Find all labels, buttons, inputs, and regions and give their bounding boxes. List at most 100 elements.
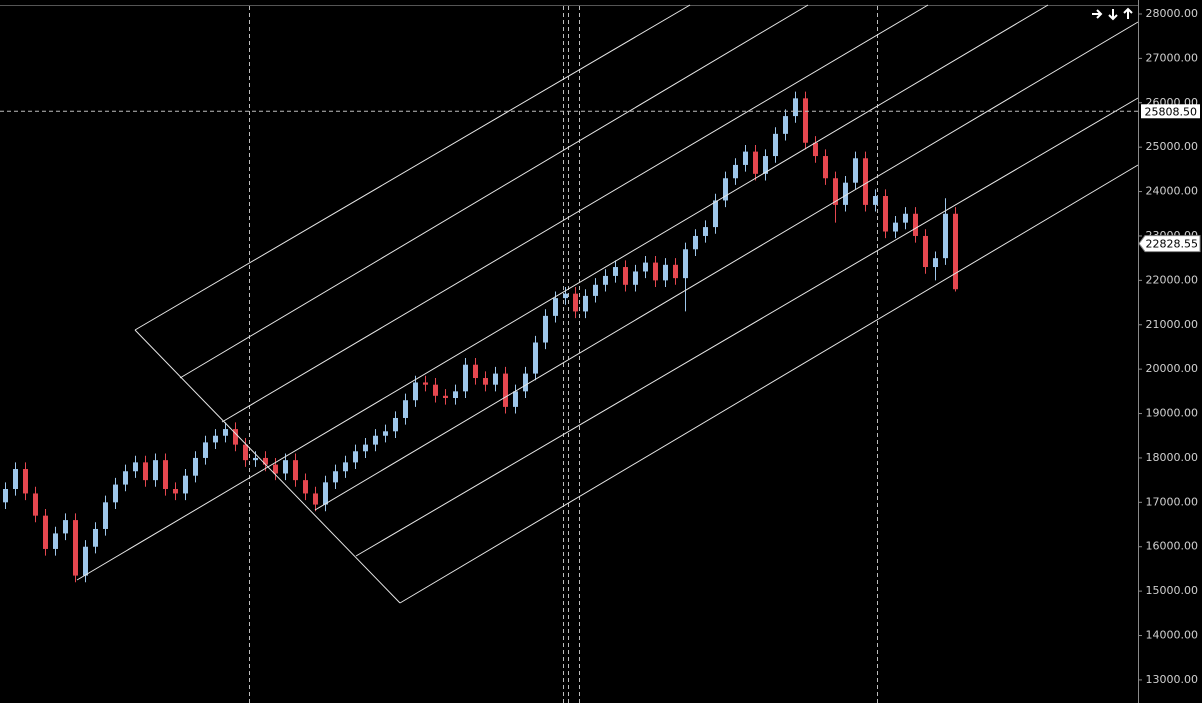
candle-body — [443, 395, 448, 399]
y-tick-label: 25000.00 — [1146, 140, 1199, 153]
pitchfork-line — [314, 21, 1139, 511]
candle-body — [603, 275, 608, 285]
scroll-down-button[interactable] — [1108, 9, 1118, 21]
candle-body — [833, 178, 838, 205]
candle-body — [13, 469, 18, 490]
candle-body — [543, 315, 548, 343]
y-tick-label: 16000.00 — [1146, 540, 1199, 553]
last-price-box — [1138, 235, 1201, 253]
candle-body — [933, 258, 938, 268]
candle-body — [513, 391, 518, 407]
candle-body — [713, 200, 718, 228]
candle-body — [353, 451, 358, 463]
y-tick-label: 28000.00 — [1146, 7, 1199, 20]
candle-body — [823, 156, 828, 179]
candle-body — [283, 460, 288, 474]
candle-body — [433, 384, 438, 396]
candle-body — [493, 373, 498, 385]
crosshair-label: 25808.50 — [1145, 105, 1198, 118]
y-tick-label: 27000.00 — [1146, 51, 1199, 64]
candle-body — [863, 158, 868, 205]
candle-body — [813, 142, 818, 157]
candle-body — [843, 182, 848, 205]
scroll-buttons[interactable] — [1092, 7, 1133, 21]
candle-body — [123, 471, 128, 485]
candle-body — [83, 546, 88, 576]
candle-body — [683, 249, 688, 279]
candle-body — [223, 429, 228, 436]
candle-body — [663, 264, 668, 281]
y-tick-label: 18000.00 — [1146, 451, 1199, 464]
candle-body — [343, 462, 348, 472]
y-tick-label: 13000.00 — [1146, 673, 1199, 686]
candle-body — [583, 295, 588, 312]
candle-body — [883, 196, 888, 232]
candle-body — [153, 460, 158, 481]
candle-body — [463, 364, 468, 392]
pitchfork-line — [221, 4, 929, 423]
y-tick-label: 15000.00 — [1146, 584, 1199, 597]
candle-body — [613, 267, 618, 276]
candle-body — [593, 284, 598, 296]
candle-body — [313, 493, 318, 505]
candle-body — [723, 178, 728, 201]
candle-body — [673, 264, 678, 279]
pitchfork-line — [399, 164, 1139, 604]
pitchfork-line — [76, 4, 1049, 581]
candle-body — [753, 151, 758, 174]
candle-body — [563, 293, 568, 299]
candle-body — [573, 293, 578, 312]
candle-body — [903, 213, 908, 223]
candle-body — [703, 227, 708, 236]
candle-body — [293, 460, 298, 481]
y-tick-label: 19000.00 — [1146, 407, 1199, 420]
candle-body — [873, 196, 878, 205]
candle-body — [3, 489, 8, 503]
pitchfork-line — [355, 97, 1139, 557]
candle-body — [63, 520, 68, 534]
crosshair-label-box — [1141, 104, 1200, 119]
candle-body — [253, 457, 258, 461]
candle-body — [953, 213, 958, 290]
candle-body — [403, 400, 408, 418]
candle-body — [363, 444, 368, 452]
scroll-up-button[interactable] — [1123, 7, 1133, 19]
candle-body — [943, 213, 948, 259]
scroll-right-button[interactable] — [1092, 9, 1103, 19]
candle-body — [523, 373, 528, 392]
candle-body — [173, 489, 178, 494]
candle-body — [113, 484, 118, 503]
y-tick-label: 24000.00 — [1146, 185, 1199, 198]
candle-body — [43, 515, 48, 549]
y-tick-label: 20000.00 — [1146, 362, 1199, 375]
candle-body — [203, 442, 208, 458]
pitchfork-drawing — [76, 4, 1139, 604]
candle-body — [263, 457, 268, 465]
candle-body — [233, 429, 238, 445]
last-price-label: 22828.55 — [1146, 238, 1199, 251]
y-tick-label: 17000.00 — [1146, 495, 1199, 508]
candle-body — [373, 435, 378, 445]
candle-body — [643, 262, 648, 272]
candle-body — [623, 267, 628, 285]
candle-body — [913, 213, 918, 236]
candle-body — [743, 151, 748, 165]
candle-body — [793, 98, 798, 117]
candle-body — [483, 378, 488, 385]
candle-body — [763, 156, 768, 174]
candle-body — [93, 528, 98, 547]
candle-body — [503, 373, 508, 407]
candle-body — [413, 382, 418, 401]
candle-body — [853, 158, 858, 183]
candle-body — [693, 235, 698, 250]
candle-body — [183, 475, 188, 494]
candle-body — [133, 462, 138, 472]
candle-body — [383, 431, 388, 436]
candle-body — [803, 98, 808, 143]
candle-body — [193, 457, 198, 476]
candle-body — [303, 480, 308, 494]
candle-body — [653, 262, 658, 281]
candle-body — [243, 444, 248, 461]
